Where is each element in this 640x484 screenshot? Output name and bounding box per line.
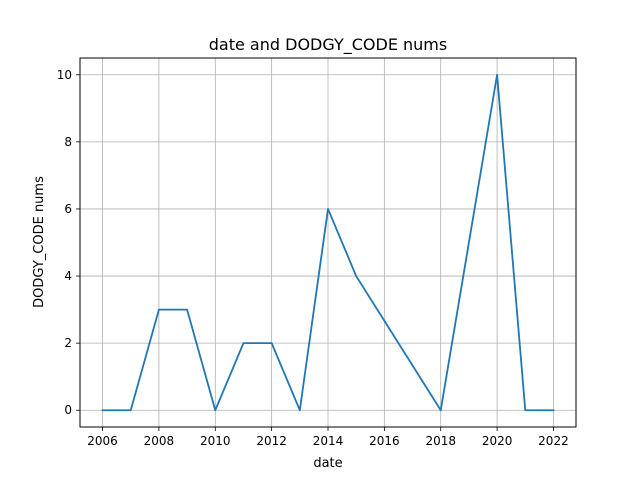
x-tick-label: 2018 [425,434,456,448]
x-tick-label: 2014 [313,434,344,448]
chart-title: date and DODGY_CODE nums [209,35,447,55]
ticks: 2006 2008 2010 2012 2014 2016 2018 2020 2022 0 2 4 6… [57,68,569,448]
y-tick-label: 2 [64,336,72,350]
x-axis-label: date [313,456,342,471]
x-tick-label: 2022 [538,434,569,448]
x-tick-label: 2020 [482,434,513,448]
x-tick-label: 2016 [369,434,400,448]
x-tick-label: 2006 [87,434,118,448]
y-tick-label: 6 [64,202,72,216]
y-axis-label: DODGY_CODE nums [32,176,47,308]
y-tick-label: 0 [64,403,72,417]
x-tick-label: 2012 [256,434,287,448]
y-tick-label: 8 [64,135,72,149]
x-tick-label: 2008 [144,434,175,448]
y-tick-label: 10 [57,68,72,82]
x-tick-label: 2010 [200,434,231,448]
y-tick-label: 4 [64,269,72,283]
series-line [101,73,555,412]
series-layer [101,73,555,412]
